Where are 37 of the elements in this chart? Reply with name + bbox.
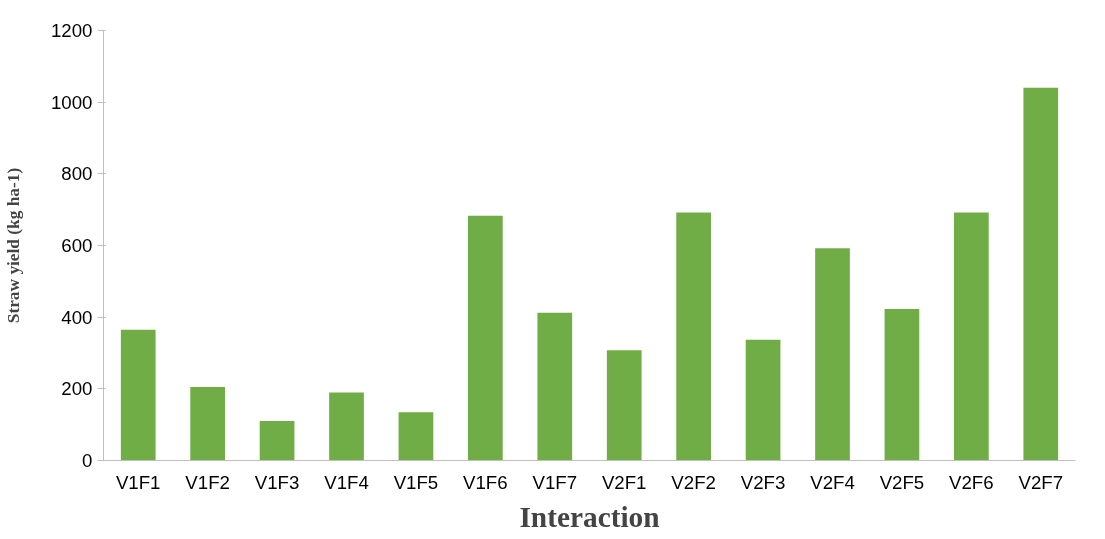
- x-tick-label: V1F7: [532, 471, 578, 493]
- x-tick-label: V2F5: [879, 471, 925, 493]
- x-tick-label: V1F1: [115, 471, 161, 493]
- y-tick-label: 600: [61, 235, 93, 256]
- x-tick-label: V1F4: [324, 471, 369, 493]
- bar: [745, 339, 781, 461]
- y-tick-label: 0: [82, 450, 93, 471]
- bar: [329, 392, 364, 461]
- y-axis-title: Straw yield (kg ha-1): [4, 167, 23, 324]
- y-tick-label: 1000: [51, 91, 93, 113]
- bar: [884, 308, 920, 461]
- bar: [1023, 87, 1059, 461]
- x-tick-label: V1F3: [254, 471, 300, 493]
- x-axis-title: Interaction: [519, 500, 660, 533]
- bar: [954, 212, 989, 461]
- y-tick-label: 1200: [51, 20, 93, 41]
- x-tick-label: V2F6: [949, 471, 994, 493]
- bar: [815, 248, 850, 461]
- bar: [190, 387, 225, 461]
- bar: [398, 412, 434, 461]
- bar: [537, 312, 573, 461]
- x-tick-label: V2F1: [601, 471, 647, 493]
- x-tick-label: V2F7: [1018, 471, 1064, 493]
- y-tick-label: 200: [61, 378, 93, 400]
- bar: [259, 421, 295, 461]
- bar: [120, 329, 156, 461]
- x-tick-label: V2F2: [671, 471, 716, 493]
- x-tick-label: V2F4: [810, 471, 855, 493]
- bar: [606, 350, 642, 461]
- y-tick-label: 400: [61, 306, 93, 328]
- x-tick-label: V1F5: [393, 471, 439, 493]
- x-tick-label: V1F6: [463, 471, 508, 493]
- bar: [676, 212, 711, 461]
- y-tick-label: 800: [61, 163, 93, 185]
- bar: [468, 215, 503, 461]
- x-tick-label: V1F2: [185, 471, 230, 493]
- x-tick-label: V2F3: [740, 471, 786, 493]
